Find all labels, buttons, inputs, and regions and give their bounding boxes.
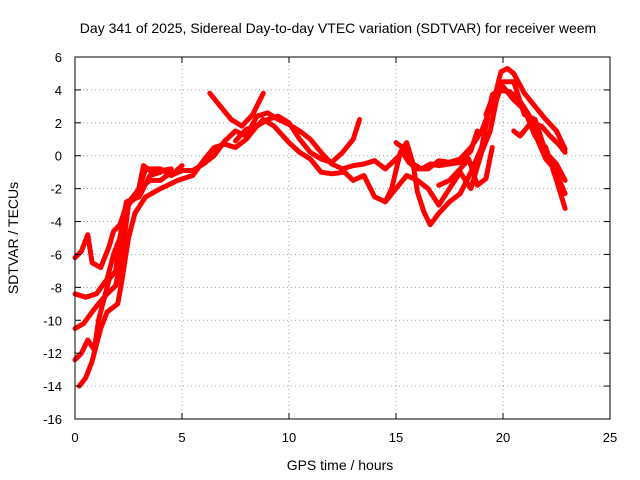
y-tick-label: -16 (43, 412, 62, 427)
y-tick-label: 4 (55, 83, 62, 98)
chart-title: Day 341 of 2025, Sidereal Day-to-day VTE… (80, 20, 596, 36)
axes: 0 5 10 15 20 25 -16 -14 -12 -10 -8 -6 -4 -2 0 2 4 6 (43, 50, 617, 445)
y-tick-label: -6 (50, 247, 62, 262)
grid (75, 57, 610, 419)
x-tick-label: 25 (603, 430, 617, 445)
data-trace-7 (207, 90, 266, 129)
y-tick-label: -10 (43, 313, 62, 328)
x-tick-label: 20 (496, 430, 510, 445)
data-trace-11 (483, 87, 568, 197)
data-trace-6 (168, 66, 568, 178)
y-tick-label: -8 (50, 280, 62, 295)
x-tick-label: 0 (71, 430, 78, 445)
x-axis-label: GPS time / hours (287, 457, 394, 473)
x-tick-label: 10 (282, 430, 296, 445)
data-trace-5 (76, 79, 568, 389)
x-tick-label: 5 (178, 430, 185, 445)
y-tick-label: 6 (55, 50, 62, 65)
plot-frame (74, 56, 611, 420)
y-tick-label: 0 (55, 149, 62, 164)
y-tick-label: -4 (50, 215, 62, 230)
plot-area (72, 66, 568, 389)
data-trace-13 (436, 145, 495, 188)
x-tick-label: 15 (389, 430, 403, 445)
data-trace-9 (393, 128, 480, 172)
y-tick-label: -2 (50, 182, 62, 197)
data-trace-8 (233, 113, 363, 165)
data-trace-12 (511, 120, 568, 155)
y-axis-label: SDTVAR / TECUs (5, 182, 21, 294)
y-tick-label: -14 (43, 379, 62, 394)
y-tick-label: -12 (43, 346, 62, 361)
y-tick-label: 2 (55, 116, 62, 131)
data-trace-4 (72, 163, 174, 363)
